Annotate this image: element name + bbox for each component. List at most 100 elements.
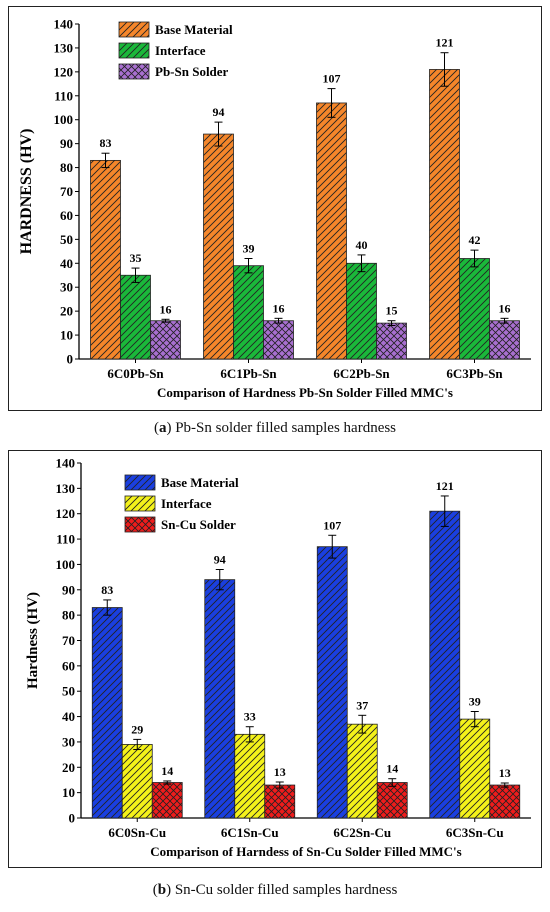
- bar-pb-sn-solder: [263, 320, 294, 360]
- legend-label: Base Material: [155, 22, 233, 37]
- caption-a-letter: a: [158, 420, 167, 436]
- y-tick-label: 140: [56, 456, 76, 471]
- legend-swatch: [118, 63, 150, 80]
- bar-base-material: [316, 102, 347, 360]
- y-tick-label: 90: [62, 582, 75, 597]
- bar-base-material: [91, 607, 123, 819]
- y-tick-label: 70: [62, 633, 75, 648]
- y-tick-label: 140: [54, 17, 74, 32]
- legend-swatch: [118, 21, 150, 38]
- chart-panel-b: 0 10 20 30 40 50 60 70 80 90 100 110 120 130 140 Hardne…: [8, 450, 542, 868]
- y-tick-label: 110: [54, 88, 73, 103]
- x-category-label: 6C0Pb-Sn: [107, 366, 164, 381]
- y-tick-label: 120: [54, 64, 74, 79]
- data-label: 39: [469, 695, 481, 709]
- x-category-label: 6C2Pb-Sn: [333, 366, 390, 381]
- legend-label: Sn-Cu Solder: [161, 517, 236, 532]
- bar-interface: [459, 718, 491, 819]
- bar-pb-sn-solder: [489, 320, 520, 360]
- data-label: 35: [130, 251, 142, 265]
- hardness-chart-sn-cu: 0 10 20 30 40 50 60 70 80 90 100 110 120 130 140 Hardne…: [25, 456, 531, 859]
- x-category-label: 6C1Pb-Sn: [220, 366, 277, 381]
- bar-base-material: [90, 159, 121, 360]
- bar-pb-sn-solder: [150, 320, 181, 360]
- data-label: 121: [436, 36, 454, 50]
- data-label: 15: [386, 304, 398, 318]
- y-tick-label: 60: [62, 658, 75, 673]
- x-category-label: 6C1Sn-Cu: [221, 825, 279, 840]
- x-category-label: 6C0Sn-Cu: [108, 825, 166, 840]
- data-label: 107: [323, 72, 341, 86]
- legend-swatch: [124, 495, 156, 512]
- x-category-label: 6C2Sn-Cu: [333, 825, 391, 840]
- data-label: 13: [274, 765, 286, 779]
- bar-sn-cu-solder: [376, 782, 408, 819]
- y-tick-label: 110: [56, 532, 75, 547]
- y-tick-label: 120: [56, 506, 76, 521]
- bar-base-material: [203, 133, 234, 360]
- x-category-label: 6C3Pb-Sn: [446, 366, 503, 381]
- legend-label: Interface: [161, 496, 212, 511]
- legend: Base Material Interface Pb-Sn Solder: [118, 21, 233, 80]
- caption-b: (b) Sn-Cu solder filled samples hardness: [152, 882, 398, 898]
- y-axis-title: Hardness (HV): [25, 592, 41, 689]
- bar-interface: [233, 265, 264, 360]
- y-tick-label: 0: [67, 352, 74, 367]
- data-label: 33: [244, 710, 256, 724]
- y-tick-label: 130: [54, 40, 74, 55]
- bar-interface: [120, 274, 151, 360]
- data-label: 94: [214, 553, 226, 567]
- data-label: 83: [100, 136, 112, 150]
- bar-base-material: [429, 69, 460, 360]
- bar-sn-cu-solder: [264, 784, 296, 819]
- legend-label: Base Material: [161, 475, 239, 490]
- data-label: 29: [131, 722, 143, 736]
- data-label: 14: [161, 764, 173, 778]
- legend-swatch: [124, 516, 156, 533]
- data-label: 14: [386, 762, 398, 776]
- legend-swatch: [118, 42, 150, 59]
- legend-swatch: [124, 474, 156, 491]
- data-label: 83: [101, 583, 113, 597]
- data-label: 37: [356, 698, 368, 712]
- x-category-label: 6C3Sn-Cu: [446, 825, 504, 840]
- caption-a: (a) Pb-Sn solder filled samples hardness: [153, 420, 397, 436]
- data-label: 121: [436, 479, 454, 493]
- y-tick-label: 80: [62, 608, 75, 623]
- y-tick-label: 30: [62, 734, 75, 749]
- y-tick-label: 40: [60, 256, 73, 271]
- y-tick-label: 50: [62, 684, 75, 699]
- bar-base-material: [429, 510, 461, 819]
- hardness-chart-pb-sn: 0 10 20 30 40 50 60 70 80 90 100 110 120 130 140 HARDNE…: [18, 17, 531, 400]
- y-tick-label: 130: [56, 481, 76, 496]
- caption-b-text: Sn-Cu solder filled samples hardness: [174, 882, 398, 898]
- y-tick-label: 100: [54, 112, 74, 127]
- caption-b-letter: b: [157, 882, 167, 898]
- y-tick-label: 10: [62, 785, 75, 800]
- y-axis-title: HARDNESS (HV): [18, 129, 35, 255]
- data-label: 16: [160, 302, 172, 316]
- x-axis-title: Comparison of Hardness Pb-Sn Solder Fill…: [157, 385, 453, 400]
- y-tick-label: 60: [60, 208, 73, 223]
- legend-label: Pb-Sn Solder: [155, 64, 229, 79]
- x-axis-title: Comparison of Harndess of Sn-Cu Solder F…: [150, 844, 461, 859]
- data-label: 13: [499, 766, 511, 780]
- bar-sn-cu-solder: [151, 782, 183, 819]
- data-label: 94: [213, 105, 225, 119]
- y-tick-label: 70: [60, 184, 73, 199]
- bar-interface: [121, 744, 153, 819]
- bar-interface: [234, 733, 266, 819]
- y-tick-label: 50: [60, 232, 73, 247]
- bar-sn-cu-solder: [489, 784, 521, 819]
- bar-interface: [346, 262, 377, 360]
- chart-panel-a: 0 10 20 30 40 50 60 70 80 90 100 110 120 130 140 HARDNE…: [8, 6, 542, 411]
- caption-a-text: Pb-Sn solder filled samples hardness: [175, 420, 397, 436]
- y-tick-label: 40: [62, 709, 75, 724]
- bar-pb-sn-solder: [376, 322, 407, 360]
- data-label: 16: [273, 301, 285, 315]
- y-tick-label: 90: [60, 136, 73, 151]
- y-tick-label: 30: [60, 280, 73, 295]
- y-tick-label: 80: [60, 160, 73, 175]
- data-label: 40: [356, 238, 368, 252]
- data-label: 107: [323, 518, 341, 532]
